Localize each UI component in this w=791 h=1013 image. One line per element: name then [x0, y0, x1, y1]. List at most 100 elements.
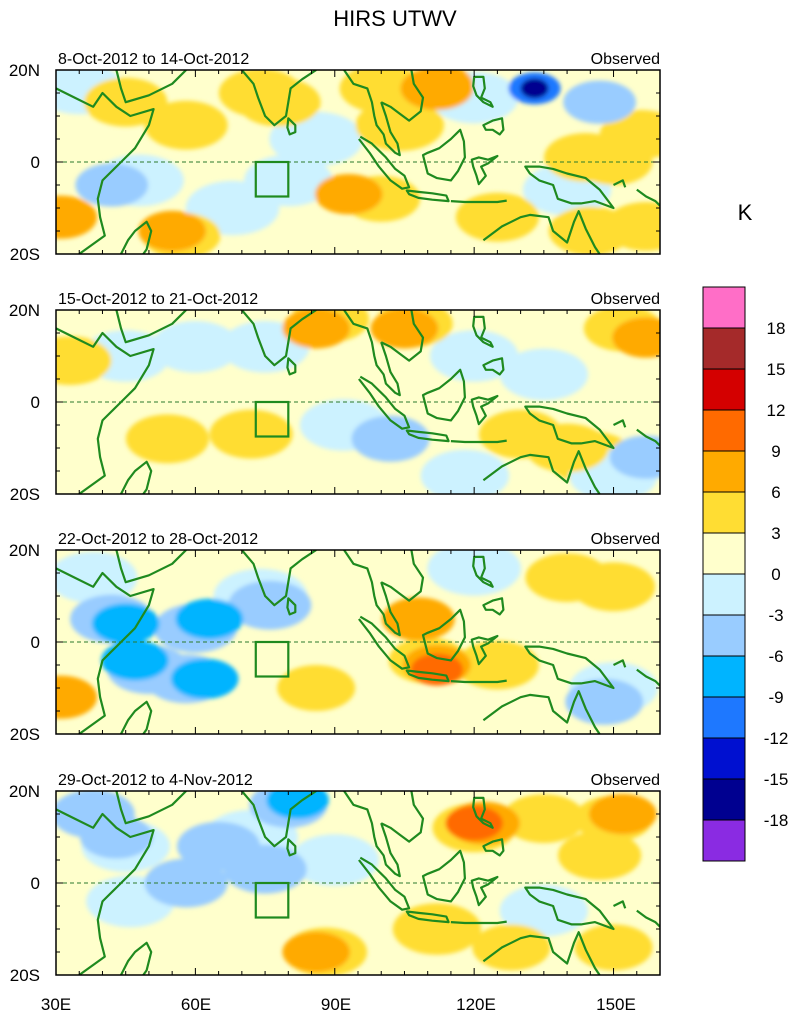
anomaly-cell: [175, 598, 244, 640]
x-tick-label: 90E: [321, 995, 351, 1013]
coastline: [613, 659, 627, 668]
anomaly-cell: [138, 210, 206, 252]
y-tick-label: 20S: [10, 485, 40, 504]
anomaly-cell: [101, 640, 169, 681]
coastline: [482, 117, 505, 136]
colorbar-level-label: -9: [768, 688, 783, 707]
anomaly-cell: [56, 336, 112, 385]
y-tick-label: 0: [31, 393, 40, 412]
colorbar-level-label: 15: [767, 360, 786, 379]
anomaly-cell: [282, 310, 350, 349]
colorbar-swatch: [702, 368, 746, 411]
map-panels: 20N 0 20S 8-Oct-2012 to 14-Oct-2012 Observed…: [9, 51, 661, 985]
coastline: [380, 791, 425, 843]
coastline: [472, 796, 494, 829]
coastline: [115, 791, 187, 825]
anomaly-cell: [525, 553, 609, 602]
colorbar-level-label: 6: [771, 483, 780, 502]
colorbar-swatch: [702, 737, 746, 780]
anomaly-cell: [269, 111, 363, 167]
anomaly-cell: [609, 435, 660, 479]
study-region-box: [254, 400, 290, 438]
anomaly-cell: [80, 815, 153, 859]
colorbar-swatch: [702, 778, 746, 821]
anomaly-cell: [455, 192, 539, 242]
anomaly-cell: [218, 70, 303, 118]
anomaly-cell: [228, 580, 312, 630]
coastline: [482, 931, 601, 975]
coastline: [472, 555, 494, 588]
coastline: [470, 634, 499, 666]
x-tick-label: 120E: [456, 995, 496, 1013]
y-tick-label: 0: [31, 153, 40, 172]
x-axis-labels: 30E 60E 90E 120E 150E: [41, 995, 636, 1013]
anomaly-cell: [151, 321, 240, 373]
colorbar-swatch: [702, 655, 746, 698]
anomaly-cell: [574, 139, 653, 185]
colorbar-level-label: -18: [764, 811, 789, 830]
coastline: [524, 886, 615, 931]
coastline: [613, 419, 627, 428]
coastline: [421, 849, 466, 903]
colorbar: 18 15 12 9 6 3 0 -3 -6 -9 -12 -15 -18: [702, 286, 789, 862]
anomaly-cell: [472, 924, 551, 971]
anomaly-cell: [339, 70, 423, 113]
colorbar-level-label: 18: [767, 319, 786, 338]
panel-period-label: 22-Oct-2012 to 28-Oct-2012: [58, 531, 258, 548]
colorbar-level-label: 12: [767, 401, 786, 420]
coastline: [482, 210, 601, 254]
anomaly-cell: [56, 551, 138, 604]
coastline: [343, 310, 401, 397]
x-tick-label: 150E: [596, 995, 636, 1013]
coastline: [405, 189, 450, 203]
anomaly-cell: [445, 805, 503, 841]
study-region-box: [254, 640, 290, 678]
panel-period-label: 8-Oct-2012 to 14-Oct-2012: [58, 51, 249, 68]
anomaly-cell: [420, 449, 510, 494]
anomaly-cell: [266, 791, 329, 819]
coastline: [613, 179, 627, 188]
coastline: [358, 375, 411, 430]
coastline: [56, 87, 155, 254]
anomaly-cell: [282, 931, 350, 973]
panel-tag-label: Observed: [591, 51, 660, 68]
anomaly-cell: [170, 658, 239, 699]
coastline: [343, 791, 401, 878]
colorbar-swatch: [702, 450, 746, 493]
coastline: [115, 310, 187, 344]
coastline: [636, 188, 660, 207]
coastline: [636, 909, 660, 928]
coastline: [358, 856, 411, 911]
coastlines: [56, 310, 660, 494]
coastline: [240, 550, 317, 607]
coastline: [380, 550, 425, 602]
anomaly-cell: [370, 310, 439, 349]
colorbar-swatch: [702, 327, 746, 370]
anomaly-cell: [314, 174, 383, 215]
coastlines: [56, 70, 660, 254]
coastline: [450, 920, 507, 925]
anomaly-cell: [429, 330, 519, 382]
coastline: [472, 315, 494, 348]
colorbar-swatch: [702, 409, 746, 452]
ticks: [55, 790, 661, 976]
coastline: [120, 700, 153, 734]
coastline: [120, 220, 153, 254]
coastline: [450, 679, 507, 684]
coastlines: [56, 791, 660, 975]
y-tick-label: 20N: [9, 61, 40, 80]
anomaly-cell: [565, 678, 644, 725]
anomaly-field: [56, 791, 657, 975]
coastline: [240, 70, 317, 127]
anomaly-cell: [144, 858, 228, 908]
coastline: [482, 597, 505, 616]
panel-tag-label: Observed: [591, 531, 660, 548]
coastline: [472, 75, 494, 108]
colorbar-swatch: [702, 614, 746, 657]
anomaly-cell: [125, 414, 210, 464]
coastline: [286, 357, 297, 376]
coastline: [56, 327, 155, 494]
anomaly-cell: [612, 317, 660, 358]
colorbar-swatch: [702, 532, 746, 575]
anomaly-cell: [382, 597, 455, 641]
